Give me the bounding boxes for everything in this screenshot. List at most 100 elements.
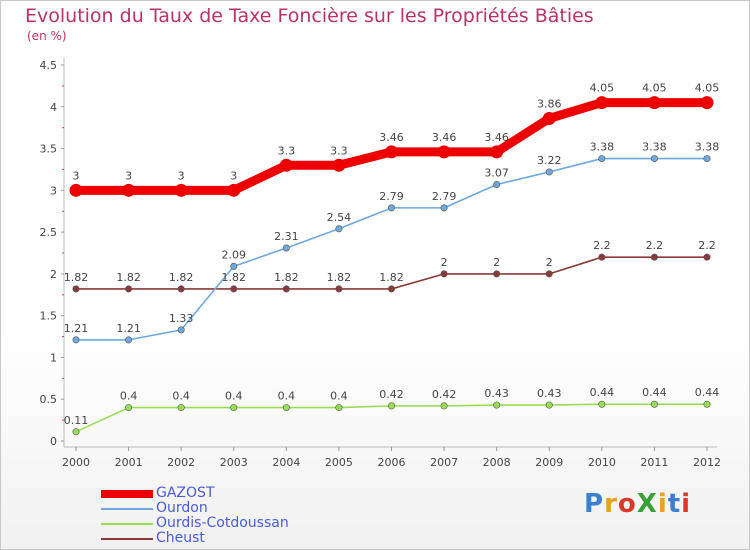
logo-letter: P [584,489,605,519]
logo-letter: i [681,489,692,519]
data-point [227,183,241,197]
data-point [650,155,658,163]
series-layer [69,96,714,436]
x-tick-label: 2008 [483,456,511,469]
data-point [493,180,501,188]
data-point [545,168,553,176]
data-point [703,253,711,261]
data-label: 4.05 [642,82,667,95]
data-label: 3 [230,169,237,182]
logo-letter: o [617,489,637,519]
legend-label: GAZOST [156,485,215,501]
legend-swatch-ourdis-cotdoussan [101,523,153,525]
data-point [387,285,395,293]
data-label: 3.46 [379,131,404,144]
data-label: 2 [546,256,553,269]
data-label: 3.22 [537,154,562,167]
data-point [440,204,448,212]
data-point [650,400,658,408]
data-point [440,402,448,410]
x-tick-label: 2002 [167,456,195,469]
data-point [230,285,238,293]
y-tick-label: 4 [50,101,57,114]
data-point [703,155,711,163]
data-point [177,285,185,293]
legend-label: Cheust [156,530,205,546]
data-point [545,270,553,278]
data-point [72,285,80,293]
data-label: 0.42 [379,388,404,401]
chart-subtitle: (en %) [27,29,67,43]
y-tick-label: 3 [50,184,57,197]
data-point [542,111,556,125]
x-tick-label: 2000 [62,456,90,469]
x-tick-label: 2010 [588,456,616,469]
data-point [490,145,504,159]
data-label: 1.82 [64,271,89,284]
data-point [282,404,290,412]
legend-swatch-gazost [101,490,153,498]
data-point [493,270,501,278]
data-point [335,225,343,233]
data-label: 0.43 [537,387,562,400]
logo-letter: t [667,489,682,519]
logo-letter: r [604,489,618,519]
x-tick-label: 2007 [430,456,458,469]
data-label: 2.31 [274,230,299,243]
data-point [125,285,133,293]
y-tick-label: 2 [50,268,57,281]
data-point [335,404,343,412]
data-label: 1.82 [116,271,141,284]
data-point [545,401,553,409]
data-label: 2 [441,256,448,269]
legend-swatch-cheust [101,538,153,540]
data-label: 2.2 [698,239,716,252]
data-label: 1.82 [379,271,404,284]
data-point [230,404,238,412]
data-label: 3.07 [484,166,509,179]
axes: 0 0.5 1 1.5 2 2.5 3 3.5 4 4.5 2000 2001 2002 2003 2004… [40,57,721,469]
data-label: 3.3 [278,144,296,157]
y-tick-label: 1 [50,351,57,364]
data-label: 3.38 [590,141,615,154]
data-label: 0.4 [172,390,190,403]
data-point [122,183,136,197]
data-point [279,158,293,172]
data-label: 2.09 [222,248,247,261]
data-label: 0.42 [432,388,457,401]
legend-label: Ourdis-Cotdoussan [156,515,289,531]
x-tick-label: 2003 [220,456,248,469]
data-label: 0.4 [225,390,243,403]
data-label: 0.4 [330,390,348,403]
proxiti-logo: ProXiti [584,489,691,519]
data-label: 1.21 [64,322,89,335]
data-point [72,336,80,344]
data-label: 2.54 [327,211,352,224]
data-label: 0.4 [278,390,296,403]
data-label: 3.3 [330,144,348,157]
data-point [598,155,606,163]
data-point [230,262,238,270]
data-label: 1.82 [327,271,352,284]
data-point [650,253,658,261]
data-label: 1.82 [222,271,247,284]
x-tick-label: 2005 [325,456,353,469]
data-label: 0.44 [695,386,720,399]
data-point [385,145,398,159]
data-label: 1.33 [169,312,194,325]
data-label: 0.44 [642,386,667,399]
legend-label: Ourdon [156,500,208,516]
x-tick-label: 2012 [693,456,721,469]
y-tick-label: 0 [50,435,57,448]
data-label: 4.05 [695,82,720,95]
x-tick-label: 2009 [535,456,563,469]
data-label: 3.38 [642,141,667,154]
data-point [700,96,714,110]
x-tick-label: 2001 [115,456,143,469]
data-label: 1.21 [116,322,141,335]
data-point [72,428,80,436]
data-labels-layer: 0.11 0.4 0.4 0.4 0.4 0.4 0.42 0.42 0.43 0.43 0.44 0… [64,82,720,427]
data-point [493,401,501,409]
y-tick-label: 4.5 [40,59,58,72]
data-label: 0.11 [64,414,89,427]
